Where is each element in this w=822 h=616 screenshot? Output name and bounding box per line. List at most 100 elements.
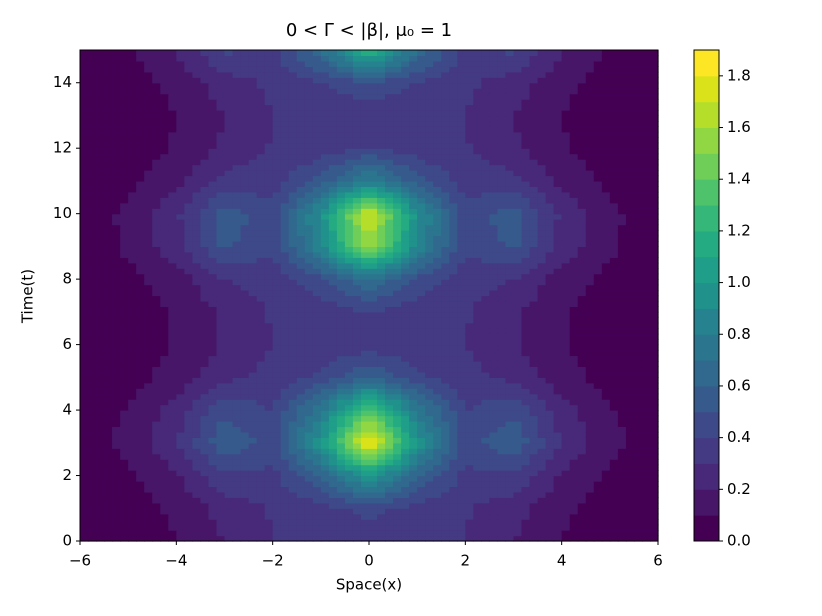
contour-cell (505, 240, 515, 247)
contour-cell (641, 360, 651, 368)
contour-cell (537, 257, 547, 264)
contour-cell (529, 497, 539, 504)
contour-cell (152, 431, 161, 438)
contour-cell (304, 360, 314, 368)
contour-cell (521, 431, 531, 438)
contour-cell (160, 508, 169, 515)
contour-cell (144, 399, 153, 406)
contour-cell (320, 322, 330, 329)
contour-cell (369, 251, 378, 258)
contour-cell (176, 355, 185, 362)
contour-cell (577, 246, 587, 253)
contour-cell (457, 251, 466, 258)
contour-cell (296, 377, 306, 384)
contour-cell (352, 328, 362, 335)
contour-cell (489, 459, 499, 466)
contour-cell (360, 360, 370, 368)
contour-cell (120, 322, 129, 329)
contour-cell (288, 470, 298, 477)
contour-cell (112, 219, 121, 226)
contour-cell (184, 437, 193, 444)
contour-cell (409, 306, 418, 313)
contour-cell (585, 186, 595, 193)
contour-cell (617, 246, 627, 253)
contour-cell (617, 437, 627, 444)
contour-cell (136, 148, 145, 155)
contour-cell (320, 257, 330, 264)
contour-cell (208, 262, 218, 269)
contour-cell (128, 230, 137, 237)
contour-cell (312, 295, 322, 302)
contour-cell (200, 333, 210, 340)
contour-cell (489, 535, 499, 542)
contour-cell (649, 453, 659, 460)
contour-cell (489, 404, 499, 411)
contour-cell (385, 470, 394, 477)
contour-cell (264, 202, 274, 209)
contour-cell (577, 420, 587, 428)
contour-cell (304, 219, 314, 226)
contour-cell (409, 377, 418, 384)
contour-cell (144, 530, 153, 537)
contour-cell (264, 290, 274, 297)
contour-cell (521, 442, 531, 449)
contour-cell (120, 513, 129, 520)
contour-cell (216, 186, 226, 193)
contour-cell (112, 491, 121, 498)
contour-cell (336, 328, 346, 335)
contour-cell (601, 186, 611, 193)
contour-cell (401, 470, 410, 477)
contour-cell (497, 333, 507, 340)
contour-cell (304, 317, 314, 324)
contour-cell (633, 410, 643, 417)
contour-cell (312, 437, 322, 444)
contour-cell (328, 251, 338, 258)
contour-cell (465, 273, 474, 280)
contour-cell (224, 502, 234, 509)
contour-cell (529, 208, 539, 215)
contour-cell (617, 251, 627, 258)
contour-cell (473, 284, 482, 291)
contour-cell (433, 448, 442, 455)
contour-cell (160, 350, 169, 357)
contour-cell (505, 257, 515, 264)
contour-cell (160, 328, 169, 335)
contour-cell (304, 371, 314, 378)
contour-cell (312, 475, 322, 482)
contour-cell (545, 311, 555, 318)
contour-cell (352, 420, 362, 428)
contour-cell (369, 213, 378, 220)
contour-cell (465, 224, 474, 231)
contour-cell (328, 502, 338, 509)
contour-cell (104, 268, 113, 275)
contour-cell (617, 360, 627, 368)
contour-cell (88, 355, 97, 362)
contour-cell (344, 480, 354, 488)
contour-cell (545, 339, 555, 346)
contour-cell (601, 442, 611, 449)
contour-cell (88, 273, 97, 280)
contour-cell (288, 148, 298, 155)
contour-cell (120, 295, 129, 302)
contour-cell (377, 524, 386, 531)
contour-cell (80, 464, 89, 471)
contour-cell (192, 371, 202, 378)
contour-cell (545, 442, 555, 449)
contour-cell (609, 377, 619, 384)
contour-cell (144, 366, 153, 373)
contour-cell (473, 486, 482, 493)
contour-cell (497, 273, 507, 280)
contour-cell (433, 235, 442, 242)
contour-cell (473, 470, 482, 477)
contour-cell (441, 251, 450, 258)
contour-cell (497, 486, 507, 493)
contour-cell (505, 513, 515, 520)
contour-cell (248, 295, 258, 302)
contour-cell (288, 344, 298, 351)
contour-cell (633, 295, 643, 302)
contour-cell (200, 382, 210, 389)
contour-cell (176, 333, 185, 340)
contour-cell (296, 399, 306, 406)
contour-cell (393, 377, 402, 384)
contour-cell (168, 519, 177, 526)
